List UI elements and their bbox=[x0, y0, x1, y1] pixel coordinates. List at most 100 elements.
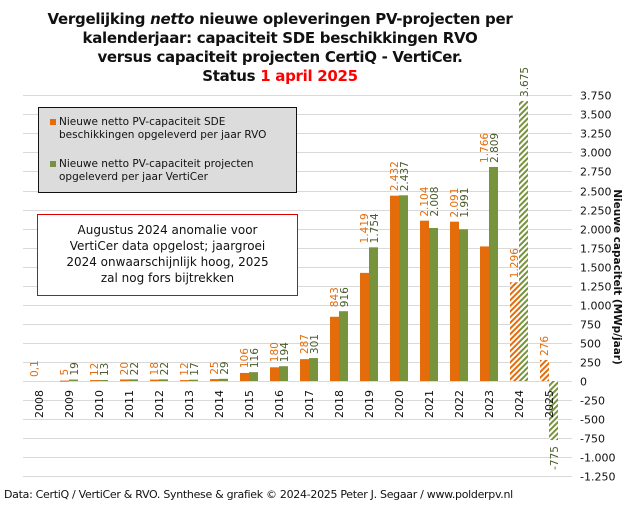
data-label-verticer: 29 bbox=[219, 361, 231, 374]
x-tick-label: 2020 bbox=[393, 390, 406, 418]
data-label-verticer: 2.008 bbox=[429, 187, 441, 217]
bar-rvo bbox=[480, 246, 489, 381]
data-label-verticer: 1.991 bbox=[459, 188, 471, 218]
data-label-verticer: 2.809 bbox=[489, 133, 501, 163]
y-tick-label: 3.500 bbox=[580, 109, 612, 122]
bar-rvo bbox=[420, 220, 429, 381]
x-tick-label: 2010 bbox=[93, 390, 106, 418]
bar-verticer bbox=[489, 166, 498, 381]
bar-verticer bbox=[339, 311, 348, 381]
x-tick-label: 2022 bbox=[453, 390, 466, 418]
bar-verticer bbox=[459, 229, 468, 381]
data-label-rvo: 1.766 bbox=[479, 133, 491, 163]
data-label-rvo: 106 bbox=[239, 348, 251, 368]
y-tick-label: 2.250 bbox=[580, 205, 612, 218]
y-tick-label: 1.000 bbox=[580, 300, 612, 313]
y-tick-label: 750 bbox=[580, 319, 601, 332]
data-label-verticer: 3.675 bbox=[519, 67, 531, 97]
y-tick-label: 3.000 bbox=[580, 147, 612, 160]
bar-rvo bbox=[510, 282, 519, 381]
title-line3: versus capaciteit projecten CertiQ - Ver… bbox=[97, 48, 463, 66]
y-tick-label: 2.500 bbox=[580, 186, 612, 199]
data-label-rvo: 12 bbox=[89, 363, 101, 376]
data-label-rvo: 1.419 bbox=[359, 213, 371, 243]
data-label-rvo: 180 bbox=[269, 342, 281, 362]
x-tick-label: 2023 bbox=[483, 390, 496, 418]
x-tick-label: 2025 bbox=[543, 390, 556, 418]
data-label-verticer: 19 bbox=[69, 362, 81, 375]
bar-verticer bbox=[549, 381, 558, 441]
data-label-rvo: 287 bbox=[299, 334, 311, 354]
x-tick-label: 2013 bbox=[183, 390, 196, 418]
y-tick-label: 500 bbox=[580, 338, 601, 351]
data-label-verticer: 2.437 bbox=[399, 161, 411, 191]
bar-verticer bbox=[249, 372, 258, 381]
bar-rvo bbox=[300, 359, 309, 381]
data-label-rvo: 1.296 bbox=[509, 248, 521, 278]
y-tick-label: -500 bbox=[580, 414, 605, 427]
data-label-rvo: 0,1 bbox=[29, 360, 41, 377]
x-tick-label: 2012 bbox=[153, 390, 166, 418]
legend-swatch-green bbox=[50, 161, 56, 167]
bar-rvo bbox=[120, 379, 129, 381]
bar-verticer bbox=[369, 247, 378, 381]
x-tick-label: 2017 bbox=[303, 390, 316, 418]
bar-rvo bbox=[330, 316, 339, 381]
y-axis-title: Nieuwe capaciteit (MWp/jaar) bbox=[611, 189, 623, 365]
y-tick-label: 2.750 bbox=[580, 166, 612, 179]
title-line4-pre: Status bbox=[202, 67, 261, 85]
legend: Nieuwe netto PV-capaciteit SDE beschikki… bbox=[38, 107, 297, 193]
annotation-line: Augustus 2024 anomalie voor bbox=[77, 223, 258, 237]
legend-swatch-orange bbox=[50, 119, 56, 125]
title-emphasis: netto bbox=[150, 10, 195, 28]
bar-verticer bbox=[279, 366, 288, 381]
bar-verticer bbox=[429, 227, 438, 381]
y-tick-label: 1.500 bbox=[580, 262, 612, 275]
y-tick-label: 1.250 bbox=[580, 281, 612, 294]
bar-rvo bbox=[180, 380, 189, 382]
bar-rvo bbox=[360, 272, 369, 381]
bar-rvo bbox=[150, 379, 159, 381]
data-label-rvo: 843 bbox=[329, 287, 341, 307]
data-label-rvo: 2.432 bbox=[389, 161, 401, 191]
legend-label: opgeleverd per jaar VertiCer bbox=[59, 171, 208, 183]
data-label-verticer: 17 bbox=[189, 362, 201, 375]
y-tick-label: -1.000 bbox=[580, 452, 615, 465]
bar-rvo bbox=[450, 221, 459, 381]
x-tick-label: 2016 bbox=[273, 390, 286, 418]
y-tick-label: -250 bbox=[580, 395, 605, 408]
x-tick-label: 2008 bbox=[33, 390, 46, 418]
data-label-verticer: 194 bbox=[279, 342, 291, 362]
bar-rvo bbox=[210, 379, 219, 381]
chart-title: Vergelijking netto nieuwe opleveringen P… bbox=[0, 10, 560, 86]
data-label-verticer: 13 bbox=[99, 363, 111, 376]
data-label-rvo: 25 bbox=[209, 361, 221, 374]
data-label-verticer: 22 bbox=[159, 362, 171, 375]
y-tick-label: 1.750 bbox=[580, 243, 612, 256]
title-line2: kalenderjaar: capaciteit SDE beschikking… bbox=[82, 29, 478, 47]
y-tick-label: -750 bbox=[580, 433, 605, 446]
data-label-verticer: 22 bbox=[129, 362, 141, 375]
x-tick-label: 2024 bbox=[513, 390, 526, 418]
data-label-rvo: 18 bbox=[149, 362, 161, 375]
footer-credits: Data: CertiQ / VertiCer & RVO. Synthese … bbox=[4, 488, 513, 501]
bar-verticer bbox=[519, 100, 528, 381]
x-tick-label: 2021 bbox=[423, 390, 436, 418]
bar-rvo bbox=[240, 372, 249, 381]
x-tick-label: 2009 bbox=[63, 390, 76, 418]
bar-verticer bbox=[219, 378, 228, 381]
y-tick-label: 250 bbox=[580, 357, 601, 370]
data-label-rvo: 5 bbox=[59, 369, 71, 376]
bar-verticer bbox=[69, 379, 78, 381]
legend-label: Nieuwe netto PV-capaciteit SDE bbox=[59, 116, 226, 128]
annotation-box: Augustus 2024 anomalie voor VertiCer dat… bbox=[37, 214, 298, 296]
y-tick-label: -1.250 bbox=[580, 471, 615, 484]
x-tick-label: 2014 bbox=[213, 390, 226, 418]
data-label-rvo: 20 bbox=[119, 362, 131, 375]
x-tick-label: 2015 bbox=[243, 390, 256, 418]
bar-verticer bbox=[99, 380, 108, 382]
y-tick-label: 0 bbox=[580, 376, 587, 389]
y-tick-label: 3.250 bbox=[580, 128, 612, 141]
